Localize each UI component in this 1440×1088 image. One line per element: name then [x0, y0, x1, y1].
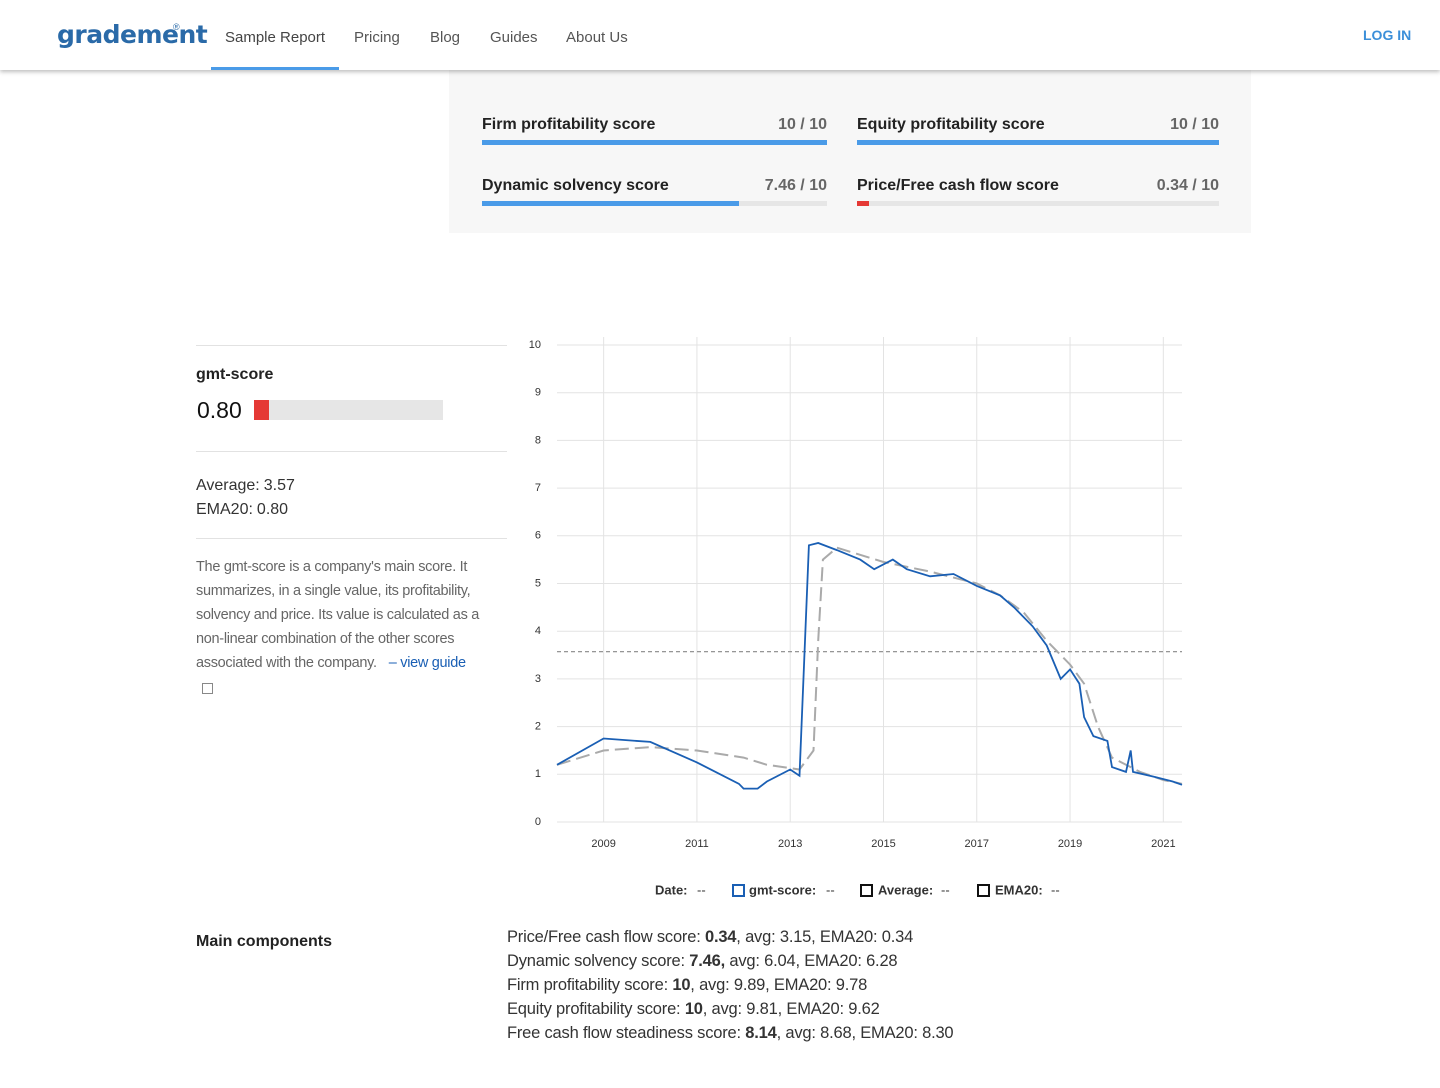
score-label: Dynamic solvency score — [482, 177, 669, 194]
series-line — [556, 546, 1183, 785]
stat-value: 3.57 — [263, 477, 295, 494]
legend-swatch — [977, 884, 990, 897]
y-tick-label: 0 — [535, 816, 541, 828]
y-tick-label: 7 — [535, 482, 541, 494]
legend-label: Average: — [878, 882, 933, 897]
y-tick-label: 5 — [535, 577, 541, 589]
y-tick-label: 8 — [535, 434, 541, 446]
x-tick-label: 2009 — [591, 838, 615, 850]
y-tick-label: 4 — [535, 625, 541, 637]
component-part: , avg: 8.68, EMA20: 8.30 — [776, 1024, 954, 1042]
x-tick-label: 2021 — [1151, 838, 1175, 850]
score-value: 10 / 10 — [1170, 116, 1219, 133]
score-label: Equity profitability score — [857, 116, 1045, 133]
divider — [196, 345, 507, 346]
component-part: Price/Free cash flow score: — [507, 928, 705, 946]
nav-item[interactable]: Sample Report — [225, 29, 326, 46]
component-row: Price/Free cash flow score: 0.34, avg: 3… — [507, 928, 913, 947]
x-tick-label: 2015 — [871, 838, 895, 850]
login[interactable]: LOG IN — [1363, 27, 1412, 43]
legend-value: -- — [1051, 882, 1060, 897]
score-label: Price/Free cash flow score — [857, 177, 1059, 194]
nav-item[interactable]: About Us — [566, 29, 628, 46]
component-row: Free cash flow steadiness score: 8.14, a… — [507, 1024, 954, 1043]
y-tick-label: 9 — [535, 387, 541, 399]
y-tick-label: 6 — [535, 530, 541, 542]
summary-bar — [254, 400, 270, 420]
nav-item[interactable]: Blog — [430, 29, 461, 46]
average-stat: Average: 3.57 — [196, 477, 295, 495]
component-part: 0.34 — [704, 928, 737, 946]
component-part: Free cash flow steadiness score: — [507, 1024, 746, 1042]
description: The gmt-score is a company's main score.… — [196, 555, 496, 694]
score-bar — [482, 140, 827, 145]
component-part: , avg: 3.15, EMA20: 0.34 — [736, 928, 914, 946]
component-part: , avg: 9.81, EMA20: 9.62 — [702, 1000, 880, 1018]
stat-value: 0.80 — [256, 501, 289, 518]
component-part: 10 — [684, 1000, 703, 1018]
legend-value: -- — [941, 882, 950, 897]
score-value: 7.46 / 10 — [764, 177, 827, 194]
score-bar — [857, 201, 870, 206]
x-tick-label: 2017 — [965, 838, 989, 850]
score-label: Firm profitability score — [482, 116, 656, 133]
components-title: Main components — [196, 933, 333, 950]
y-tick-label: 3 — [535, 673, 541, 685]
legend-value: -- — [697, 882, 706, 897]
legend-label: Date: — [655, 882, 688, 897]
component-row: Firm profitability score: 10, avg: 9.89,… — [507, 976, 867, 995]
nav-item[interactable]: Guides — [490, 29, 538, 46]
nav-bar: gradement ® LOG IN Sample Report Pricing B… — [0, 0, 1440, 70]
score-track — [857, 201, 1219, 206]
component-part: Equity profitability score: — [507, 1000, 685, 1018]
score-value: 10 / 10 — [778, 116, 827, 133]
ema-stat: EMA20: 0.80 — [196, 501, 288, 519]
score-bar — [857, 140, 1219, 145]
legend-swatch — [732, 884, 745, 897]
component-part: , avg: 9.89, EMA20: 9.78 — [690, 976, 868, 994]
component-part: 7.46, — [689, 952, 725, 970]
legend-value: -- — [826, 882, 835, 897]
stat-label: EMA20: — [196, 501, 253, 518]
component-row: Dynamic solvency score: 7.46, avg: 6.04,… — [507, 952, 898, 971]
legend-label: EMA20: — [995, 882, 1043, 897]
component-part: Firm profitability score: — [507, 976, 673, 994]
component-part: Dynamic solvency score: — [507, 952, 690, 970]
component-row: Equity profitability score: 10, avg: 9.8… — [507, 1000, 880, 1019]
y-tick-label: 10 — [529, 339, 541, 351]
divider — [196, 451, 507, 452]
summary-title: gmt-score — [196, 366, 274, 383]
external-icon[interactable] — [202, 683, 213, 694]
stat-label: Average: — [196, 477, 260, 494]
guide-link[interactable]: – view guide — [388, 655, 466, 671]
score-value: 0.34 / 10 — [1156, 177, 1219, 194]
y-tick-label: 1 — [535, 768, 541, 780]
component-part: avg: 6.04, EMA20: 6.28 — [724, 952, 898, 970]
x-tick-label: 2013 — [778, 838, 802, 850]
logo[interactable]: gradement — [57, 20, 208, 49]
description-text: The gmt-score is a company's main score.… — [196, 559, 480, 671]
x-tick-label: 2019 — [1058, 838, 1082, 850]
legend-label: gmt-score: — [749, 882, 816, 897]
series-line — [556, 542, 1183, 790]
summary-score: 0.80 — [197, 397, 242, 423]
component-part: 10 — [672, 976, 691, 994]
nav-item[interactable]: Pricing — [354, 29, 400, 46]
y-tick-label: 2 — [535, 721, 541, 733]
legend-swatch — [860, 884, 873, 897]
score-bar — [482, 201, 740, 206]
summary-track — [254, 400, 443, 420]
active-indicator — [211, 67, 339, 70]
x-tick-label: 2011 — [685, 838, 709, 850]
component-part: 8.14 — [745, 1024, 777, 1042]
divider — [196, 538, 507, 539]
logo-mark: ® — [173, 22, 180, 32]
